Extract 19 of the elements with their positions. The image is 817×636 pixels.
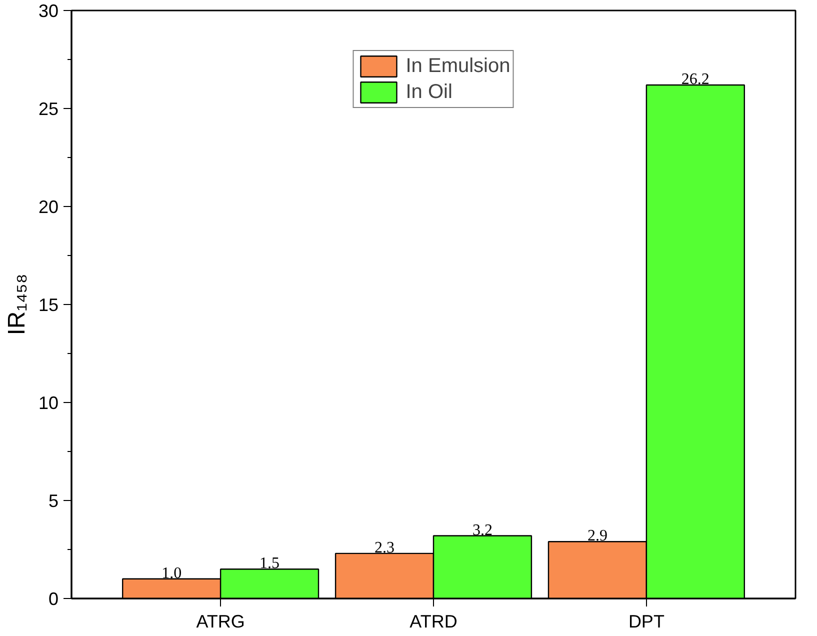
y-tick-label: 15 [38, 295, 59, 315]
y-tick-label: 5 [48, 491, 59, 511]
y-tick-label: 30 [38, 1, 59, 21]
legend-label: In Emulsion [406, 54, 510, 78]
data-label: 2.9 [587, 528, 608, 545]
y-tick-label: 10 [38, 393, 59, 413]
data-label: 26.2 [681, 70, 710, 88]
y-tick-label: 0 [48, 589, 59, 609]
y-axis-title: IR₁₄₅₈ [3, 274, 30, 336]
x-tick-label: DPT [628, 612, 664, 632]
y-tick-label: 20 [38, 197, 59, 217]
y-tick-label: 25 [38, 99, 59, 119]
x-tick-label: ATRG [196, 612, 245, 632]
data-label: 1.5 [260, 555, 280, 572]
data-label: 3.2 [472, 522, 492, 539]
data-label: 2.3 [374, 539, 395, 556]
data-label: 1.0 [162, 564, 182, 582]
legend-label: In Oil [406, 80, 452, 104]
x-tick-label: ATRD [410, 612, 458, 632]
